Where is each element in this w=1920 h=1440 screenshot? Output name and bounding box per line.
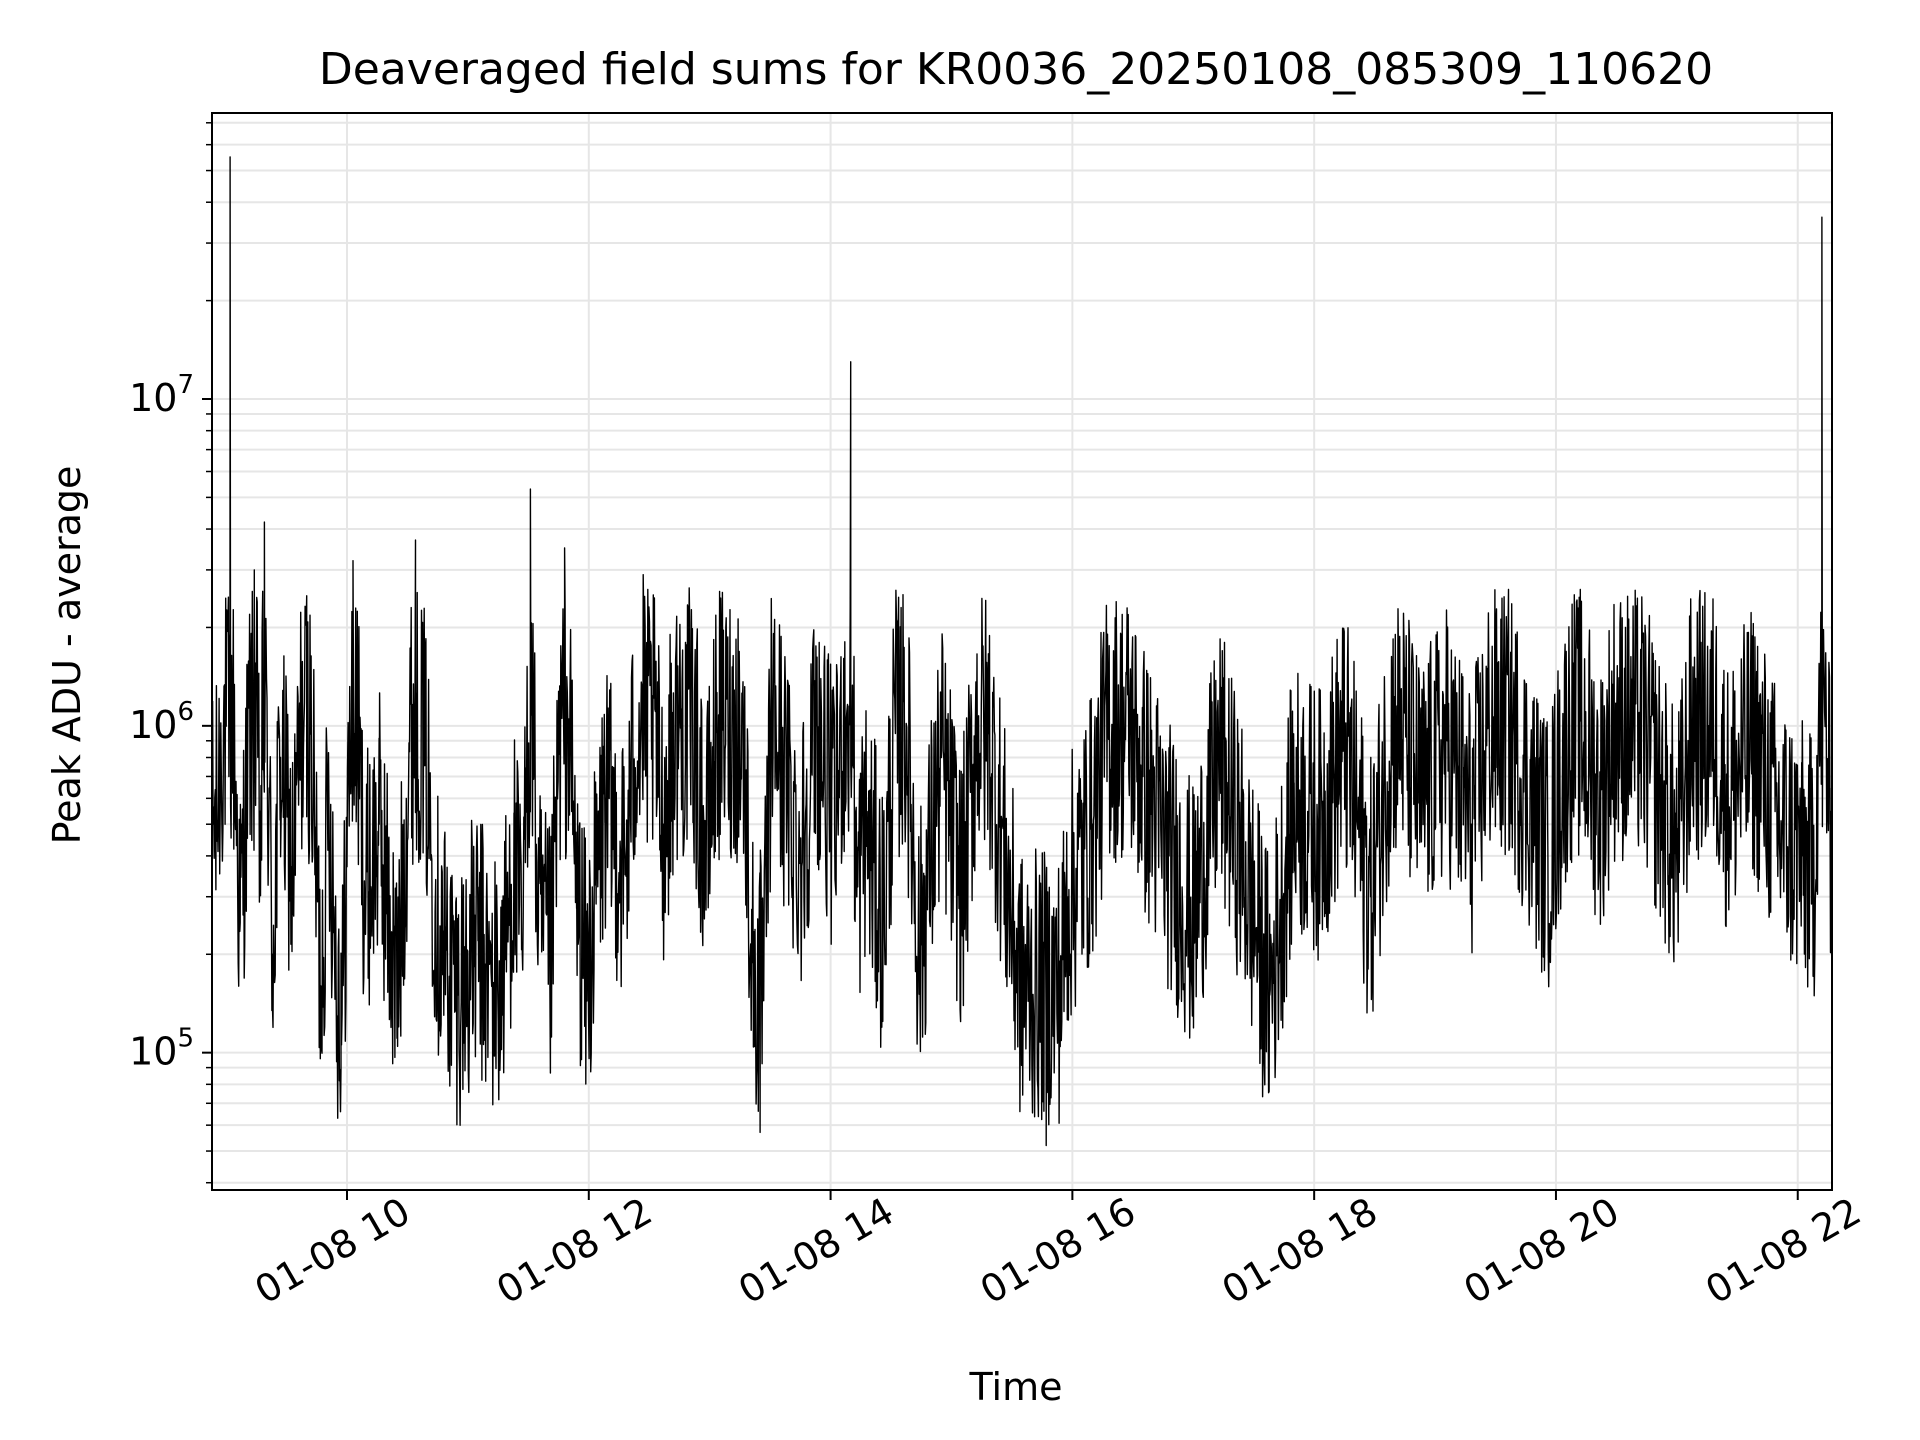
plot-frame — [211, 112, 1833, 1191]
series-group — [211, 156, 1833, 1147]
y-axis-label: Peak ADU - average — [45, 466, 89, 845]
y-tick-label: 105 — [129, 1024, 194, 1074]
x-axis-label: Time — [969, 1365, 1063, 1409]
y-tick-label: 106 — [129, 697, 194, 747]
series-line — [211, 156, 1833, 1147]
chart-title: Deaveraged field sums for KR0036_2025010… — [319, 44, 1713, 95]
y-tick-label: 107 — [129, 370, 194, 420]
